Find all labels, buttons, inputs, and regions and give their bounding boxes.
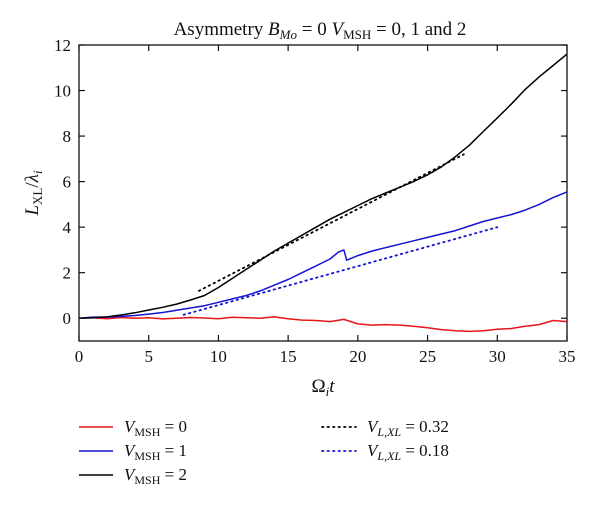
legend-value: = 0.18 xyxy=(401,441,449,460)
legend-subscript: MSH xyxy=(134,425,160,439)
x-tick-label: 30 xyxy=(489,347,506,366)
y-tick-label: 8 xyxy=(63,127,72,146)
x-tick-label: 25 xyxy=(419,347,436,366)
legend-subscript: MSH xyxy=(134,473,160,487)
legend-subscript: MSH xyxy=(134,449,160,463)
x-tick-label: 10 xyxy=(210,347,227,366)
legend-label: VL,XL = 0.18 xyxy=(367,441,449,463)
chart-title: Asymmetry BMo = 0 VMSH = 0, 1 and 2 xyxy=(174,19,467,42)
series-line-0 xyxy=(78,316,568,333)
legend-subscript: L,XL xyxy=(376,449,401,463)
legend-label: VMSH = 0 xyxy=(124,417,187,439)
x-axis-label: Ωit xyxy=(311,376,335,399)
legend-symbol: V xyxy=(124,441,137,460)
y-tick-label: 6 xyxy=(63,173,72,192)
legend-label: VL,XL = 0.32 xyxy=(367,417,449,439)
series-layer xyxy=(78,53,568,333)
plot-area xyxy=(78,44,568,342)
axes-layer: 0 5 10 15 20 25 30 35 0 2 4 6 8 10 12 xyxy=(54,36,576,366)
series-line-2 xyxy=(78,53,568,319)
x-tick-label: 20 xyxy=(349,347,366,366)
legend-symbol: V xyxy=(367,417,380,436)
y-axis-label: LXL/λi xyxy=(22,170,45,216)
x-tick-label: 35 xyxy=(559,347,576,366)
y-tick-label: 12 xyxy=(54,36,71,55)
legend-symbol: V xyxy=(367,441,380,460)
legend-value: = 0 xyxy=(160,417,187,436)
y-tick-label: 0 xyxy=(63,309,72,328)
legend-label: VMSH = 2 xyxy=(124,465,187,487)
x-tick-label: 0 xyxy=(75,347,84,366)
legend-subscript: L,XL xyxy=(376,425,401,439)
legend-value: = 2 xyxy=(160,465,187,484)
x-tick-label: 5 xyxy=(144,347,153,366)
y-tick-label: 2 xyxy=(63,264,72,283)
legend-symbol: V xyxy=(124,465,137,484)
legend-label: VMSH = 1 xyxy=(124,441,187,463)
legend-symbol: V xyxy=(124,417,137,436)
plot-frame xyxy=(78,44,568,342)
series-line-3 xyxy=(197,153,465,292)
legend-value: = 1 xyxy=(160,441,187,460)
y-tick-label: 10 xyxy=(54,82,71,101)
x-tick-label: 15 xyxy=(280,347,297,366)
legend-value: = 0.32 xyxy=(401,417,449,436)
y-tick-label: 4 xyxy=(63,218,72,237)
series-line-1 xyxy=(78,191,568,319)
series-line-4 xyxy=(182,226,499,316)
